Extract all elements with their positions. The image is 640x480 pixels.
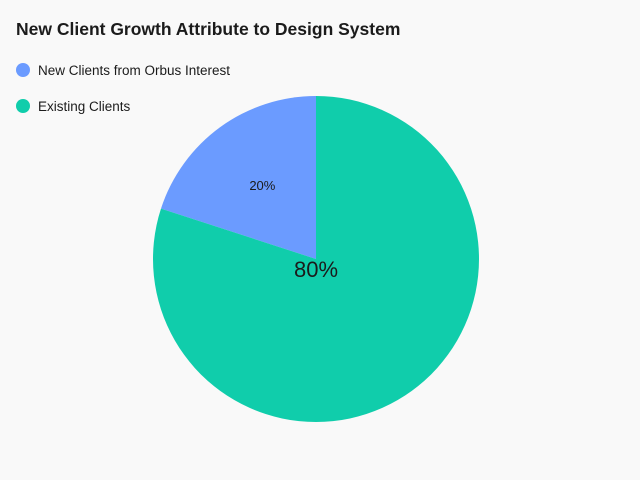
pie-slice-existing[interactable] [153,96,479,422]
legend-swatch-existing [16,99,30,113]
legend-label-existing: Existing Clients [38,98,131,114]
chart-title: New Client Growth Attribute to Design Sy… [16,19,401,39]
pie-label-existing: 80% [294,257,338,282]
pie-slice-orbus[interactable] [160,96,316,259]
legend-item-existing[interactable]: Existing Clients [16,96,230,116]
legend-swatch-orbus [16,63,30,77]
legend-label-orbus: New Clients from Orbus Interest [38,62,231,78]
legend-item-orbus[interactable]: New Clients from Orbus Interest [16,60,230,80]
chart-legend: New Clients from Orbus Interest Existing… [16,60,230,132]
pie-label-orbus: 20% [249,178,275,193]
